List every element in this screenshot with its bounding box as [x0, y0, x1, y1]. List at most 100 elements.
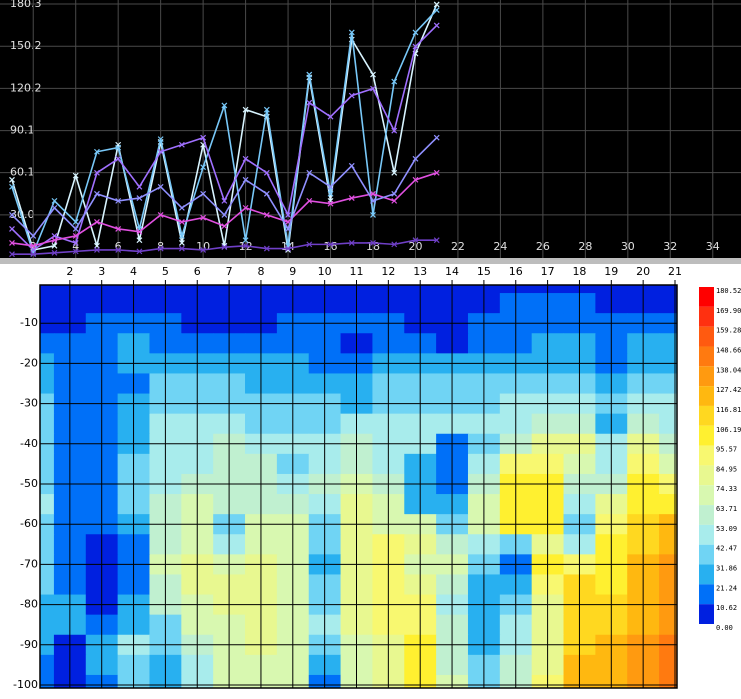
point-marker — [221, 211, 228, 218]
point-marker — [178, 240, 185, 246]
point-marker — [348, 240, 355, 246]
x-tick-label: 30 — [621, 240, 635, 253]
point-marker — [306, 197, 313, 204]
colorbar-swatch — [699, 405, 714, 426]
colorbar-label: 95.57 — [716, 446, 737, 454]
x-tick-label: 10 — [196, 240, 210, 253]
point-marker — [221, 197, 228, 204]
x-tick-label: 16 — [509, 265, 523, 278]
contour-cell — [659, 285, 677, 294]
point-marker — [200, 164, 207, 171]
contour-cell — [40, 293, 55, 314]
point-marker — [200, 134, 207, 141]
point-marker — [157, 148, 164, 155]
colorbar-label: 21.24 — [716, 584, 737, 592]
y-tick-label: -50 — [20, 477, 38, 490]
point-marker — [30, 233, 37, 239]
point-marker — [9, 176, 15, 183]
point-marker — [433, 237, 440, 244]
point-marker — [94, 169, 100, 176]
colorbar-label: 42.47 — [716, 545, 737, 553]
colorbar-label: 84.95 — [716, 465, 737, 473]
colorbar-swatch — [699, 326, 714, 347]
x-tick-label: 20 — [408, 240, 422, 253]
y-tick-label: -40 — [20, 437, 38, 450]
y-tick-label: -70 — [20, 557, 38, 570]
point-marker — [263, 190, 270, 197]
colorbar-swatch — [699, 346, 714, 367]
point-marker — [200, 247, 207, 253]
x-tick-label: 4 — [130, 265, 137, 278]
point-marker — [285, 211, 291, 218]
contour-cell — [40, 494, 55, 515]
point-marker — [94, 190, 100, 197]
point-marker — [433, 1, 440, 8]
contour-cell — [659, 333, 677, 354]
contour-cell — [659, 373, 677, 395]
colorbar-swatch — [699, 306, 714, 327]
point-marker — [263, 169, 270, 176]
contour-cell — [40, 534, 55, 555]
point-marker — [327, 241, 334, 248]
point-marker — [136, 237, 143, 244]
point-marker — [412, 176, 419, 183]
point-marker — [9, 226, 15, 232]
point-marker — [348, 162, 355, 169]
x-tick-label: 15 — [477, 265, 491, 278]
point-marker — [115, 144, 122, 151]
x-tick-label: 9 — [289, 265, 296, 278]
contour-cell — [659, 293, 677, 314]
point-marker — [348, 195, 355, 201]
y-tick-label: -60 — [20, 517, 38, 530]
colorbar-label: 31.86 — [716, 565, 737, 573]
point-marker — [327, 190, 334, 197]
x-tick-label: 16 — [324, 240, 338, 253]
point-marker — [30, 251, 37, 258]
point-marker — [327, 183, 334, 190]
contour-cell — [659, 654, 677, 676]
colorbar-swatch — [699, 584, 714, 605]
point-marker — [306, 99, 313, 106]
x-tick-label: 34 — [706, 240, 720, 253]
point-marker — [9, 251, 15, 258]
point-marker — [136, 228, 143, 235]
x-tick-label: 32 — [663, 240, 677, 253]
point-marker — [178, 204, 185, 211]
point-marker — [263, 211, 270, 218]
contour-cell — [40, 413, 55, 435]
point-marker — [412, 155, 419, 162]
contour-cell — [40, 574, 55, 596]
colorbar-label: 127.42 — [716, 386, 741, 394]
colorbar-label: 169.90 — [716, 307, 741, 315]
point-marker — [157, 245, 164, 252]
colorbar-swatch — [699, 485, 714, 506]
x-tick-label: 28 — [578, 240, 592, 253]
colorbar-label: 148.66 — [716, 346, 741, 354]
point-marker — [370, 190, 376, 197]
point-marker — [30, 247, 37, 253]
contour-cell — [40, 453, 55, 475]
colorbar-label: 180.52 — [716, 287, 741, 295]
x-tick-label: 2 — [66, 265, 73, 278]
point-marker — [242, 237, 249, 244]
contour-cell — [659, 574, 677, 596]
colorbar-swatch — [699, 564, 714, 585]
x-tick-label: 8 — [157, 240, 164, 253]
point-marker — [72, 172, 79, 179]
x-tick-label: 18 — [366, 240, 380, 253]
contour-cell — [40, 373, 55, 395]
point-marker — [370, 211, 376, 218]
point-marker — [433, 169, 440, 176]
x-tick-label: 10 — [318, 265, 332, 278]
y-tick-label: 150.2 — [10, 39, 42, 52]
point-marker — [94, 148, 100, 155]
plot-frame — [39, 284, 678, 689]
point-marker — [306, 241, 313, 248]
y-tick-label: -10 — [20, 316, 38, 329]
point-marker — [327, 200, 334, 207]
point-marker — [72, 218, 79, 225]
point-marker — [200, 214, 207, 221]
x-tick-label: 26 — [536, 240, 550, 253]
line-panel — [0, 0, 741, 258]
point-marker — [370, 71, 376, 78]
